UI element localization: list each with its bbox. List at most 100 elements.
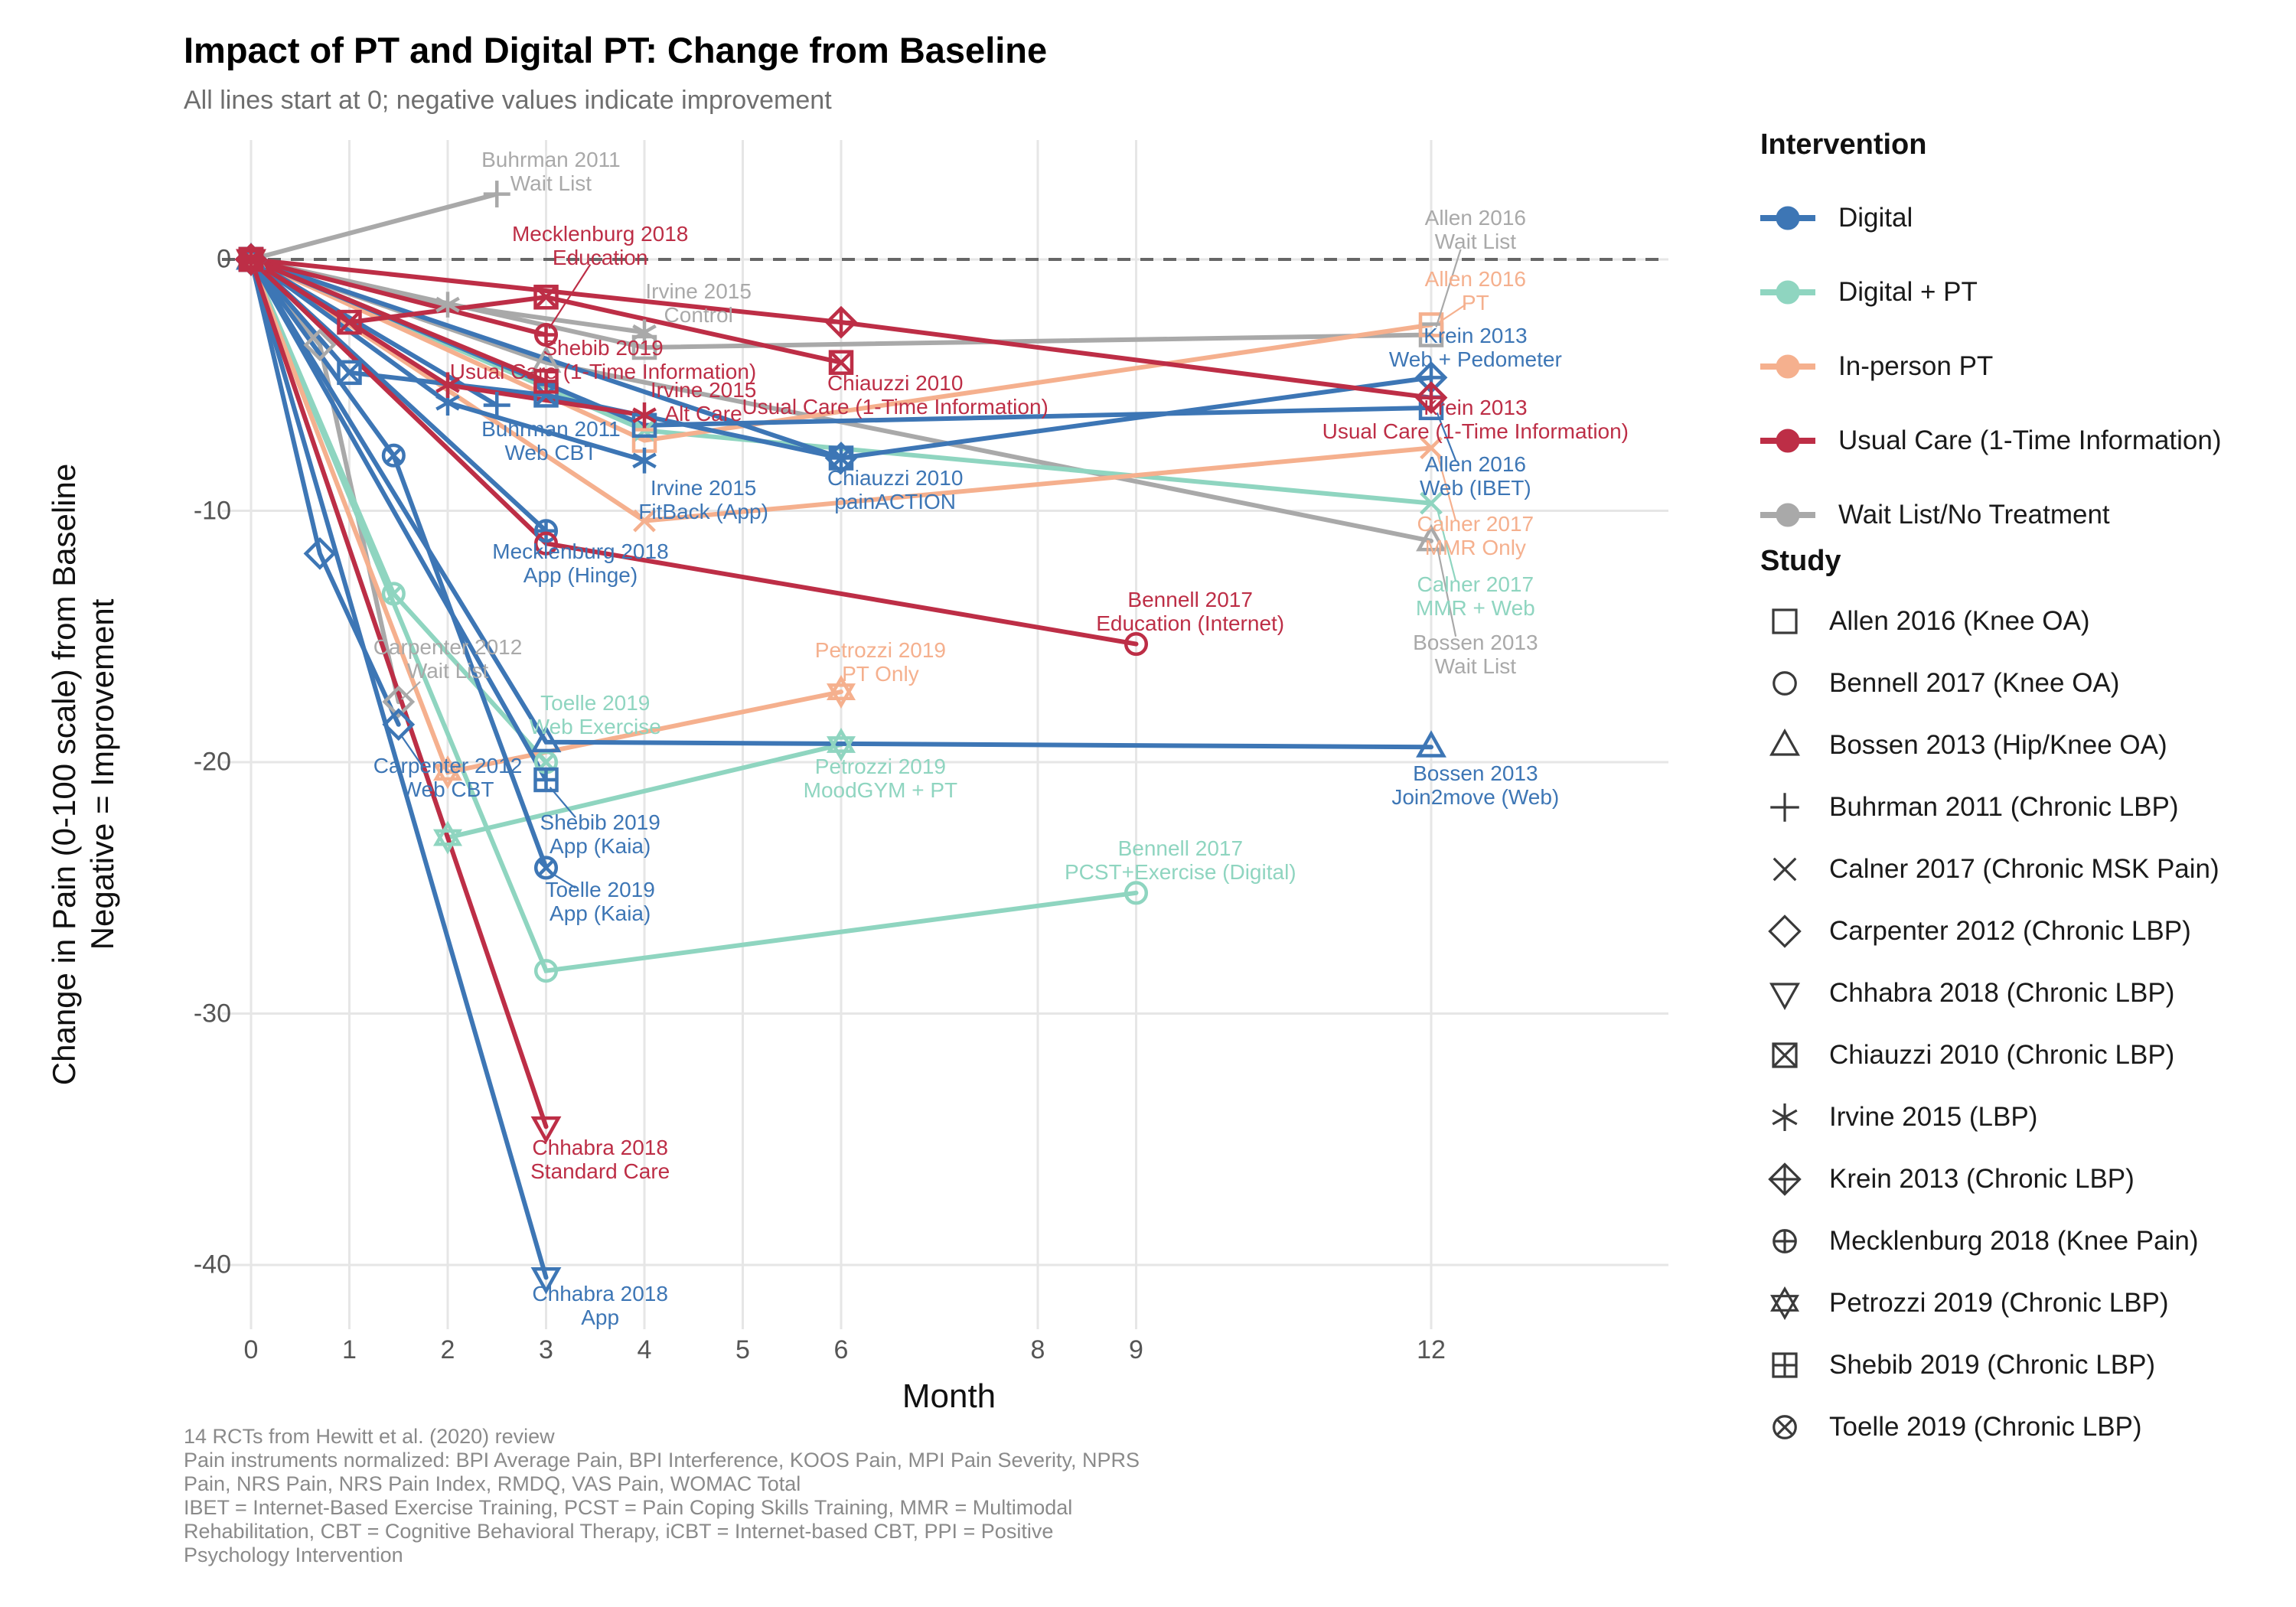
annotation-mecklenburg-education: Mecklenburg 2018 Education xyxy=(511,221,689,269)
legend-study-toelle: Toelle 2019 (Chronic LBP) xyxy=(1760,1409,2142,1446)
legend-label-inperson_pt: In-person PT xyxy=(1838,351,1994,381)
legend-label-petrozzi: Petrozzi 2019 (Chronic LBP) xyxy=(1829,1288,2169,1318)
marker-chiauzzi-usual-care-m3 xyxy=(533,285,559,310)
legend-study-calner: Calner 2017 (Chronic MSK Pain) xyxy=(1760,851,2219,888)
marker-allen-pt-m12 xyxy=(1418,312,1444,337)
legend-intervention-digital_pt: Digital + PT xyxy=(1757,274,1978,311)
marker-chhabra-app-m3 xyxy=(530,1266,562,1295)
marker-bossen-join2move-m12 xyxy=(1416,730,1446,758)
annotation-carpenter-wait-list: Carpenter 2012 Wait List xyxy=(373,635,523,683)
y-tick-label--30: -30 xyxy=(193,999,231,1028)
legend-intervention-wait_list: Wait List/No Treatment xyxy=(1757,497,2110,533)
leader-calner-mmr-web xyxy=(1436,507,1457,582)
marker-bossen-wait-list-m12 xyxy=(1416,523,1446,552)
y-tick-label--20: -20 xyxy=(193,747,231,777)
glyph-triangle-up xyxy=(1769,728,1800,756)
legend-label-calner: Calner 2017 (Chronic MSK Pain) xyxy=(1829,854,2219,884)
annotation-calner-mmr-only: Calner 2017 MMR Only xyxy=(1417,512,1534,560)
legend-glyph-hexagram xyxy=(1770,1286,1799,1320)
glyph-circle-x xyxy=(1773,1415,1797,1439)
marker-chiauzzi-usual-care-m1 xyxy=(337,309,362,335)
marker-shebib-usual-care-m0 xyxy=(238,246,264,272)
legend-label-usual_care: Usual Care (1-Time Information) xyxy=(1838,425,2222,455)
legend-study-buhrman: Buhrman 2011 (Chronic LBP) xyxy=(1760,789,2179,826)
legend-intervention-inperson_pt: In-person PT xyxy=(1757,348,1993,385)
leader-toelle-app xyxy=(550,872,576,889)
marker-irvine-control-m4 xyxy=(632,319,657,346)
glyph-square-x xyxy=(1772,1042,1798,1068)
annotation-bossen-join2move: Bossen 2013 Join2move (Web) xyxy=(1391,761,1560,809)
annotation-chhabra-app: Chhabra 2018 App xyxy=(532,1281,668,1329)
annotation-carpenter-web-cbt: Carpenter 2012 Web CBT xyxy=(373,753,523,801)
y-axis-title-line2: Negative = Improvement xyxy=(84,598,120,950)
glyph-triangle-down xyxy=(1769,983,1800,1011)
marker-bennell-pcst-exercise-m9 xyxy=(1124,881,1149,905)
legend-glyph-triangle-up xyxy=(1769,728,1800,756)
annotation-buhrman-web-cbt: Buhrman 2011 Web CBT xyxy=(481,416,621,464)
series-line-bossen-join2move xyxy=(249,257,1433,750)
marker-irvine-control-m2 xyxy=(435,292,460,318)
annotation-toelle-app: Toelle 2019 App (Kaia) xyxy=(545,878,655,926)
legend-label-krein: Krein 2013 (Chronic LBP) xyxy=(1829,1164,2135,1194)
legend-study-title: Study xyxy=(1760,545,1841,577)
legend-key-wait_list xyxy=(1760,503,1815,527)
annotation-calner-mmr-web: Calner 2017 MMR + Web xyxy=(1415,572,1535,621)
marker-buhrman-wait-list-m2.5 xyxy=(483,181,510,208)
legend-study-carpenter: Carpenter 2012 (Chronic LBP) xyxy=(1760,913,2191,950)
glyph-plus xyxy=(1770,793,1799,822)
glyph-diamond-plus xyxy=(1768,1162,1802,1196)
legend-glyph-triangle-down xyxy=(1769,983,1800,1011)
legend-glyph-circle xyxy=(1773,671,1797,696)
legend-key-inperson_pt xyxy=(1760,354,1815,379)
marker-bennell-education-m3 xyxy=(533,531,559,556)
legend-intervention-usual_care: Usual Care (1-Time Information) xyxy=(1757,422,2222,459)
legend-glyph-plus xyxy=(1770,793,1799,822)
leader-carpenter-wait-list xyxy=(400,681,421,700)
marker-krein-usual-care-m12 xyxy=(1414,381,1448,415)
legend-study-bennell: Bennell 2017 (Knee OA) xyxy=(1760,665,2119,702)
y-tick-label-0: 0 xyxy=(217,244,231,274)
series-line-bennell-education xyxy=(249,257,1139,647)
annotation-irvine-alt-care: Irvine 2015 Alt Care xyxy=(650,377,757,425)
legend-glyph-diamond-plus xyxy=(1768,1162,1802,1196)
annotation-chhabra-standard-care: Chhabra 2018 Standard Care xyxy=(530,1136,670,1184)
marker-shebib-app-m3 xyxy=(533,767,559,793)
marker-carpenter-web-cbt-m0.7 xyxy=(303,536,337,570)
legend-label-shebib: Shebib 2019 (Chronic LBP) xyxy=(1829,1350,2156,1380)
marker-bennell-pcst-exercise-m3 xyxy=(533,959,559,983)
legend-glyph-square-plus xyxy=(1772,1352,1798,1378)
x-tick-label-9: 9 xyxy=(1129,1335,1143,1364)
legend-label-buhrman: Buhrman 2011 (Chronic LBP) xyxy=(1829,792,2179,822)
marker-toelle-app-m1.45 xyxy=(381,443,406,468)
annotation-bennell-pcst-exercise: Bennell 2017 PCST+Exercise (Digital) xyxy=(1064,836,1296,885)
leader-shebib-app xyxy=(549,787,576,818)
marker-chiauzzi-painaction-m1 xyxy=(337,360,362,386)
y-tick-label--40: -40 xyxy=(193,1250,231,1279)
x-tick-label-3: 3 xyxy=(539,1335,553,1364)
legend-label-carpenter: Carpenter 2012 (Chronic LBP) xyxy=(1829,916,2191,946)
annotation-chiauzzi-painaction: Chiauzzi 2010 painACTION xyxy=(827,465,964,513)
marker-petrozzi-moodgym-pt-m6 xyxy=(826,728,856,762)
legend-intervention-title: Intervention xyxy=(1760,129,1927,161)
marker-carpenter-wait-list-m1.5 xyxy=(382,685,416,719)
annotation-krein-usual-care: Krein 2013 Usual Care (1-Time Informatio… xyxy=(1322,395,1629,443)
annotation-bossen-wait-list: Bossen 2013 Wait List xyxy=(1413,630,1538,678)
marker-toelle-web-exercise-m1.45 xyxy=(381,582,406,606)
legend-label-chiauzzi: Chiauzzi 2010 (Chronic LBP) xyxy=(1829,1040,2175,1070)
legend-label-toelle: Toelle 2019 (Chronic LBP) xyxy=(1829,1412,2142,1442)
leader-calner-mmr-only xyxy=(1436,452,1457,521)
y-axis-title-line1: Change in Pain (0-100 scale) from Baseli… xyxy=(46,463,82,1086)
x-tick-label-12: 12 xyxy=(1417,1335,1446,1364)
legend-label-chhabra: Chhabra 2018 (Chronic LBP) xyxy=(1829,978,2175,1008)
annotation-buhrman-wait-list: Buhrman 2011 Wait List xyxy=(481,148,621,196)
marker-mecklenburg-app-m3 xyxy=(533,519,559,543)
leader-mecklenburg-education xyxy=(548,263,592,329)
annotation-allen-web-ibet: Allen 2016 Web (IBET) xyxy=(1419,451,1531,500)
legend-study-bossen: Bossen 2013 (Hip/Knee OA) xyxy=(1760,727,2167,764)
marker-krein-usual-care-m6 xyxy=(824,305,858,339)
marker-bennell-education-m9 xyxy=(1124,632,1149,657)
annotation-mecklenburg-app: Mecklenburg 2018 App (Hinge) xyxy=(492,539,669,588)
glyph-circle-plus xyxy=(1773,1229,1797,1253)
series-line-carpenter-web-cbt xyxy=(249,257,401,727)
